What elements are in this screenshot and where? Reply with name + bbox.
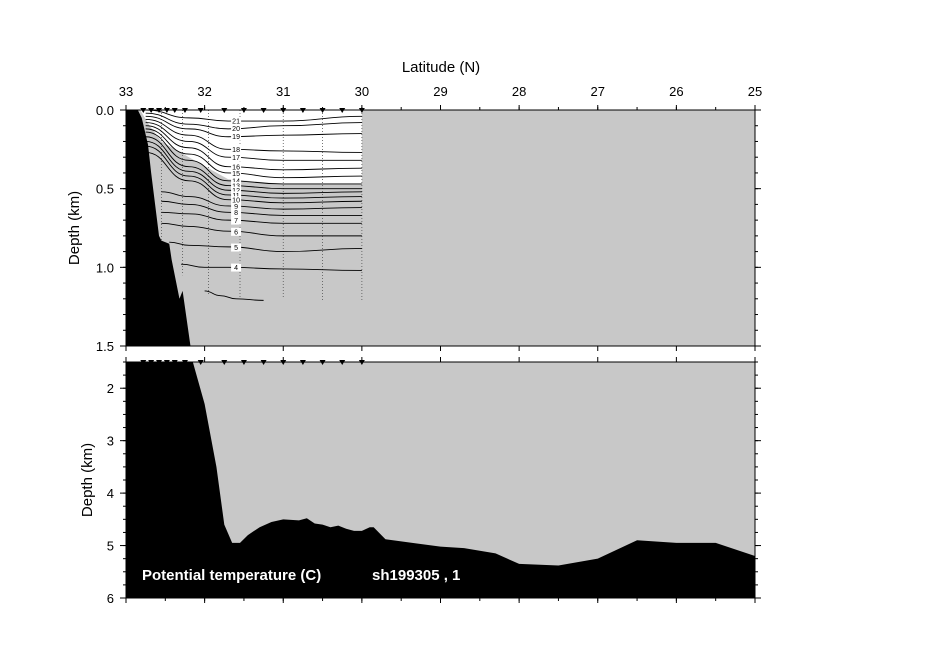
contour-line: [161, 191, 362, 210]
lower-x-ticks: [125, 357, 756, 603]
contour-line: [145, 109, 362, 122]
contour-line: [145, 115, 362, 138]
contour-line: [204, 290, 264, 301]
contour-label: 9: [234, 204, 238, 211]
x-tick-label: 25: [748, 84, 762, 99]
contour-line: [145, 152, 362, 204]
y-tick-label: 2: [107, 381, 114, 396]
upper-x-ticks: [125, 346, 756, 351]
contour-label-bg: [231, 186, 242, 195]
temperature-contours: [145, 109, 362, 301]
y-tick-label: 1.0: [96, 260, 114, 275]
x-tick-label: 28: [512, 84, 526, 99]
y-tick-label: 6: [107, 591, 114, 606]
lower-bathymetry: [126, 362, 755, 598]
contour-label: 4: [234, 265, 238, 272]
contour-label-bg: [231, 177, 242, 186]
contour-label: 7: [234, 218, 238, 225]
contour-label: 10: [232, 198, 240, 205]
contour-label-bg: [231, 202, 242, 211]
variable-annotation: Potential temperature (C): [142, 567, 321, 584]
x-axis-title: Latitude (N): [402, 59, 480, 76]
x-tick-label: 26: [669, 84, 683, 99]
contour-label-bg: [231, 169, 242, 178]
cruise-annotation: sh199305 , 1: [372, 567, 460, 584]
contour-label-bg: [231, 191, 242, 200]
contour-label: 5: [234, 245, 238, 252]
contour-label-bg: [231, 227, 242, 236]
y-tick-label: 0.5: [96, 182, 114, 197]
contour-line: [161, 222, 362, 237]
contour-line: [145, 128, 362, 179]
y-tick-label: 4: [107, 486, 114, 501]
contour-line: [145, 125, 362, 171]
contour-line: [145, 131, 362, 185]
upper-panel: 212019181716151413121110987654 0.00.51.0…: [66, 103, 761, 354]
contour-label-bg: [231, 132, 242, 141]
contour-line: [145, 112, 362, 130]
x-tick-label: 31: [276, 84, 290, 99]
contour-line: [181, 263, 362, 271]
upper-bathymetry: [126, 110, 193, 346]
x-tick-label: 29: [433, 84, 447, 99]
contour-label-bg: [231, 117, 242, 126]
y-tick-label: 0.0: [96, 103, 114, 118]
contour-label-bg: [231, 124, 242, 133]
contour-line: [169, 241, 362, 253]
contour-label: 17: [232, 155, 240, 162]
contour-label: 15: [232, 171, 240, 178]
contour-line: [145, 141, 362, 194]
contour-label: 21: [232, 119, 240, 126]
contour-label-bg: [231, 243, 242, 252]
contour-line: [161, 200, 362, 216]
contour-label: 16: [232, 165, 240, 172]
contour-labels: 212019181716151413121110987654: [231, 117, 242, 272]
lower-y-axis: 2 3 4 5 6: [107, 361, 761, 606]
contour-label: 19: [232, 134, 240, 141]
contour-line: [145, 122, 362, 161]
contour-label-bg: [231, 216, 242, 225]
contour-line: [145, 145, 362, 199]
contour-label-bg: [231, 163, 242, 172]
x-axis-top: 33 32 31 30 29 28 27 26 25: [119, 84, 762, 110]
contour-label-bg: [231, 196, 242, 205]
contour-label-bg: [231, 208, 242, 217]
x-tick-label: 30: [355, 84, 369, 99]
x-tick-label: 27: [591, 84, 605, 99]
y-tick-label: 5: [107, 539, 114, 554]
contour-label: 18: [232, 147, 240, 154]
upper-y-axis: 0.0 0.5 1.0 1.5: [96, 103, 761, 354]
upper-seafloor: [126, 110, 193, 346]
x-tick-label: 32: [197, 84, 211, 99]
contour-line: [145, 136, 362, 190]
contour-label-bg: [231, 181, 242, 190]
y-tick-label: 1.5: [96, 339, 114, 354]
x-tick-label: 33: [119, 84, 133, 99]
lower-panel: 2 3 4 5 6 Depth (km) Potential temperature (…: [79, 357, 761, 606]
upper-y-axis-title: Depth (km): [66, 191, 83, 265]
contour-label-bg: [231, 145, 242, 154]
contour-line: [145, 118, 362, 153]
lower-seafloor: [126, 362, 755, 598]
sampled-water-region: [140, 110, 362, 184]
contour-label: 8: [234, 210, 238, 217]
contour-label: 20: [232, 126, 240, 133]
contour-label-bg: [231, 263, 242, 272]
contour-label: 6: [234, 229, 238, 236]
contour-label-bg: [231, 153, 242, 162]
lower-y-axis-title: Depth (km): [79, 443, 96, 517]
contour-line: [161, 211, 362, 224]
y-tick-label: 3: [107, 434, 114, 449]
